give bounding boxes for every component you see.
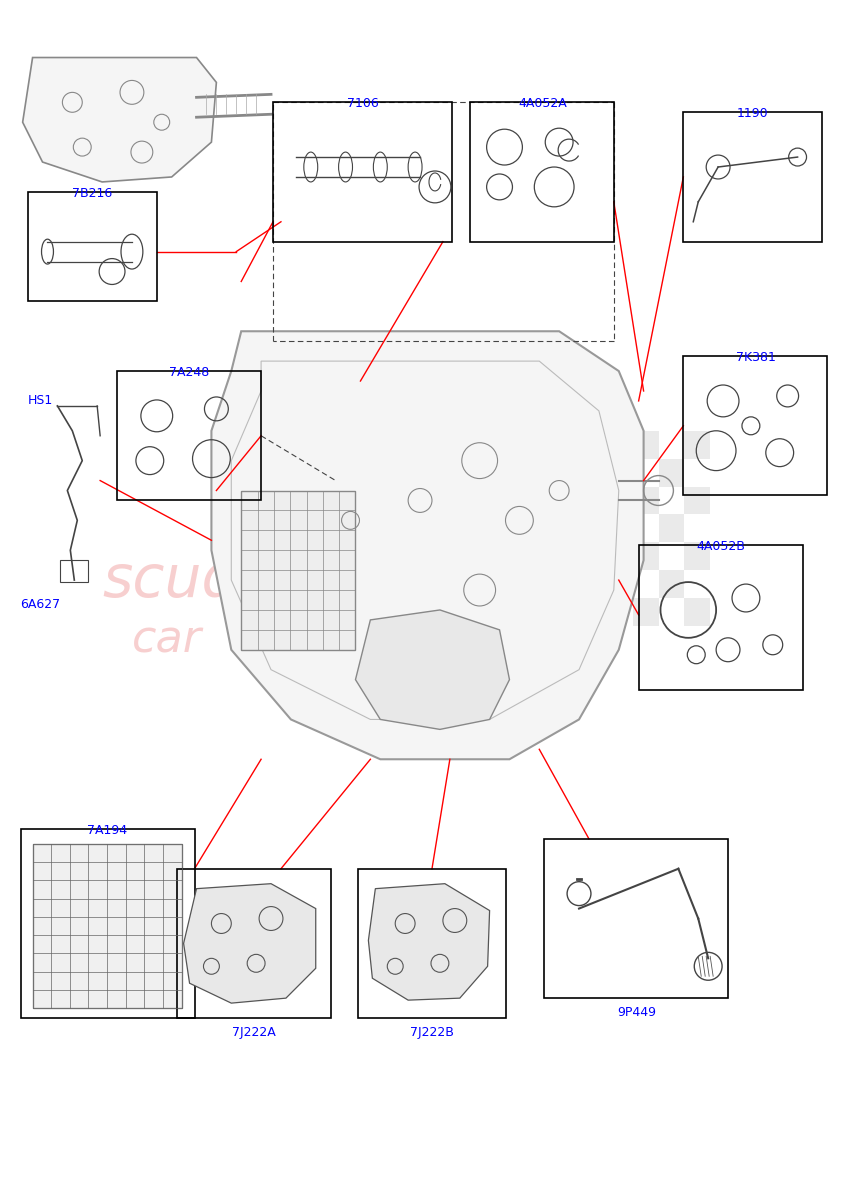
Bar bbox=[683, 356, 827, 496]
Bar bbox=[658, 458, 685, 486]
Text: 7A194: 7A194 bbox=[87, 824, 127, 836]
Bar bbox=[683, 113, 823, 241]
Bar bbox=[529, 542, 555, 570]
Bar bbox=[273, 102, 452, 241]
Bar bbox=[632, 431, 658, 458]
Bar bbox=[607, 570, 632, 598]
Polygon shape bbox=[22, 58, 216, 182]
Bar bbox=[607, 458, 632, 486]
Bar bbox=[529, 431, 555, 458]
Bar bbox=[177, 869, 330, 1018]
Bar bbox=[581, 542, 607, 570]
Bar bbox=[117, 371, 261, 500]
Bar bbox=[685, 431, 710, 458]
Polygon shape bbox=[368, 883, 490, 1000]
Text: 7J222A: 7J222A bbox=[233, 1026, 276, 1039]
Bar bbox=[658, 515, 685, 542]
Bar bbox=[529, 598, 555, 626]
Bar bbox=[685, 598, 710, 626]
Text: 4A052A: 4A052A bbox=[518, 97, 566, 110]
Text: 7106: 7106 bbox=[347, 97, 378, 110]
Bar bbox=[581, 486, 607, 515]
Bar bbox=[555, 458, 581, 486]
Text: 1190: 1190 bbox=[737, 107, 769, 120]
Bar bbox=[60, 560, 88, 582]
Bar bbox=[658, 570, 685, 598]
Text: scuderia: scuderia bbox=[102, 552, 351, 608]
Bar bbox=[581, 598, 607, 626]
Bar bbox=[27, 192, 157, 301]
Bar bbox=[529, 486, 555, 515]
Bar bbox=[685, 542, 710, 570]
Bar bbox=[241, 491, 355, 649]
Text: 4A052B: 4A052B bbox=[697, 540, 746, 553]
Bar bbox=[685, 486, 710, 515]
Polygon shape bbox=[355, 610, 510, 730]
Text: car: car bbox=[132, 618, 202, 661]
Bar bbox=[632, 542, 658, 570]
Text: 7J222B: 7J222B bbox=[410, 1026, 454, 1039]
Bar bbox=[632, 598, 658, 626]
Bar bbox=[33, 844, 182, 1008]
Bar bbox=[638, 545, 802, 690]
Text: 7B216: 7B216 bbox=[72, 187, 112, 200]
Bar bbox=[581, 431, 607, 458]
Polygon shape bbox=[211, 331, 644, 760]
Text: 6A627: 6A627 bbox=[21, 598, 61, 611]
Bar bbox=[555, 570, 581, 598]
Polygon shape bbox=[184, 883, 316, 1003]
Bar bbox=[555, 515, 581, 542]
Text: HS1: HS1 bbox=[28, 394, 53, 407]
Text: 9P449: 9P449 bbox=[617, 1006, 656, 1019]
Bar bbox=[632, 486, 658, 515]
Text: 7A248: 7A248 bbox=[169, 366, 209, 379]
Bar bbox=[469, 102, 613, 241]
Bar bbox=[21, 829, 195, 1018]
Bar bbox=[607, 515, 632, 542]
Text: 7K381: 7K381 bbox=[736, 352, 776, 364]
Bar bbox=[544, 839, 728, 998]
Bar bbox=[359, 869, 505, 1018]
